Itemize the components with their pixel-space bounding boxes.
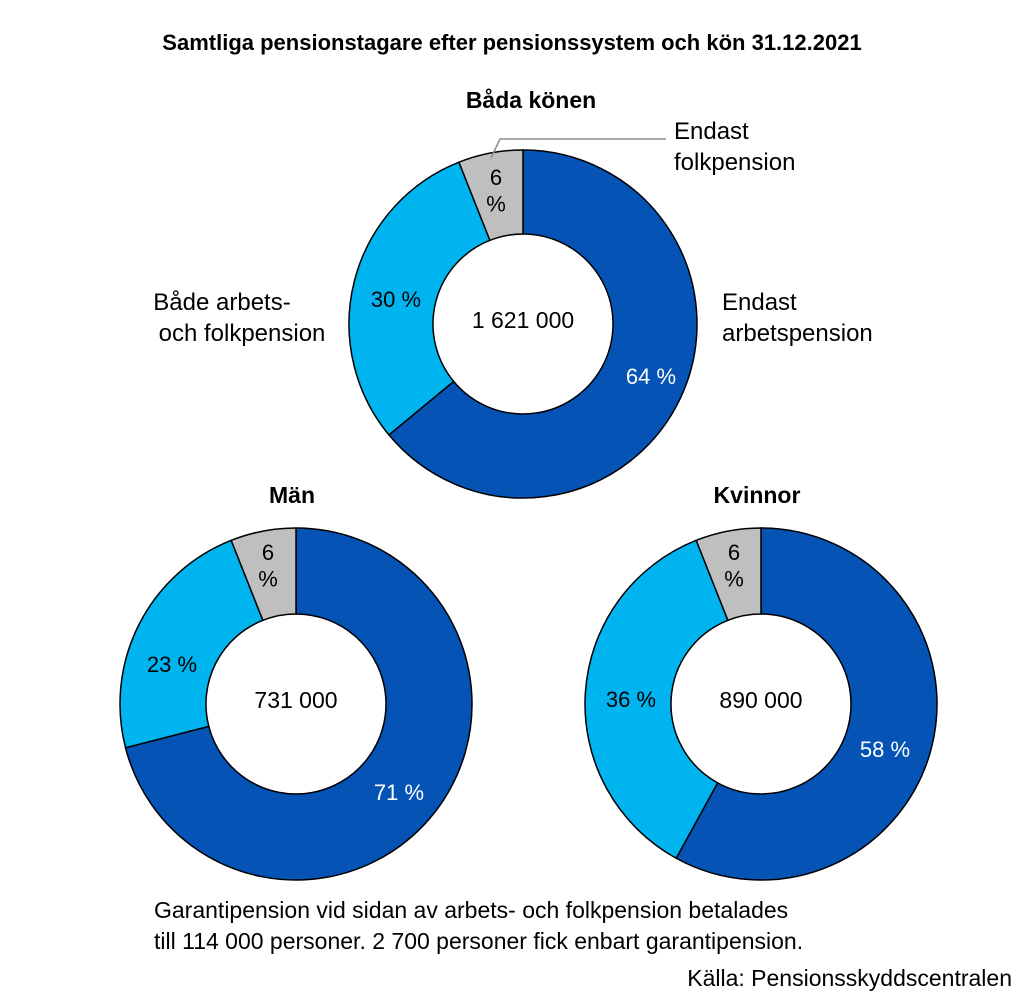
slice-women-endast-arbetspension bbox=[675, 527, 938, 881]
category-label-both-line1: Både arbets- bbox=[153, 289, 290, 316]
slice-label-women-bada-arbets-och-folkpension: 36 % bbox=[606, 687, 656, 712]
slice-label-men-bada-arbets-och-folkpension: 23 % bbox=[147, 652, 197, 677]
donut-both: 64 % 30 % 6 % 1 621 000 Båda könen bbox=[348, 87, 698, 499]
slice-label-women-endast-folkpension: 6% bbox=[724, 540, 744, 591]
slice-label-both-endast-folkpension: 6% bbox=[486, 165, 506, 216]
slice-men-bada-arbets-och-folkpension bbox=[119, 539, 264, 749]
category-label-work-line2: arbetspension bbox=[722, 320, 873, 347]
folkpension-leader-line bbox=[490, 138, 666, 159]
center-total-women: 890 000 bbox=[719, 687, 802, 713]
category-label-folk-line1: Endast bbox=[674, 118, 749, 145]
center-total-both: 1 621 000 bbox=[472, 307, 574, 333]
category-label-work-line1: Endast bbox=[722, 289, 797, 316]
slice-men-endast-folkpension bbox=[230, 527, 297, 622]
source-note: Källa: Pensionsskyddscentralen bbox=[687, 965, 1012, 991]
chart-title: Samtliga pensionstagare efter pensionssy… bbox=[162, 30, 861, 55]
category-label-folk-line2: folkpension bbox=[674, 149, 795, 176]
donut-men: 71 % 23 % 6 % 731 000 Män bbox=[119, 482, 473, 881]
slice-women-endast-folkpension bbox=[695, 527, 762, 622]
note-line-1: Garantipension vid sidan av arbets- och … bbox=[154, 897, 788, 923]
donut-title-both: Båda könen bbox=[466, 87, 596, 113]
slice-label-men-endast-folkpension: 6% bbox=[258, 540, 278, 591]
donut-title-women: Kvinnor bbox=[714, 482, 801, 508]
slice-label-both-bada-arbets-och-folkpension: 30 % bbox=[371, 287, 421, 312]
donut-women: 58 % 36 % 6 % 890 000 Kvinnor bbox=[584, 482, 938, 881]
slice-label-men-endast-arbetspension: 71 % bbox=[374, 780, 424, 805]
slice-label-both-endast-arbetspension: 64 % bbox=[626, 364, 676, 389]
slice-women-bada-arbets-och-folkpension bbox=[584, 539, 729, 860]
slice-both-endast-folkpension bbox=[457, 149, 524, 242]
slice-men-endast-arbetspension bbox=[124, 527, 473, 881]
category-label-both-line2: och folkpension bbox=[159, 320, 326, 347]
center-total-men: 731 000 bbox=[254, 687, 337, 713]
note-line-2: till 114 000 personer. 2 700 personer fi… bbox=[154, 928, 803, 954]
slice-both-bada-arbets-och-folkpension bbox=[348, 161, 491, 436]
slice-both-endast-arbetspension bbox=[387, 149, 698, 499]
slice-label-women-endast-arbetspension: 58 % bbox=[860, 737, 910, 762]
donut-title-men: Män bbox=[269, 482, 315, 508]
